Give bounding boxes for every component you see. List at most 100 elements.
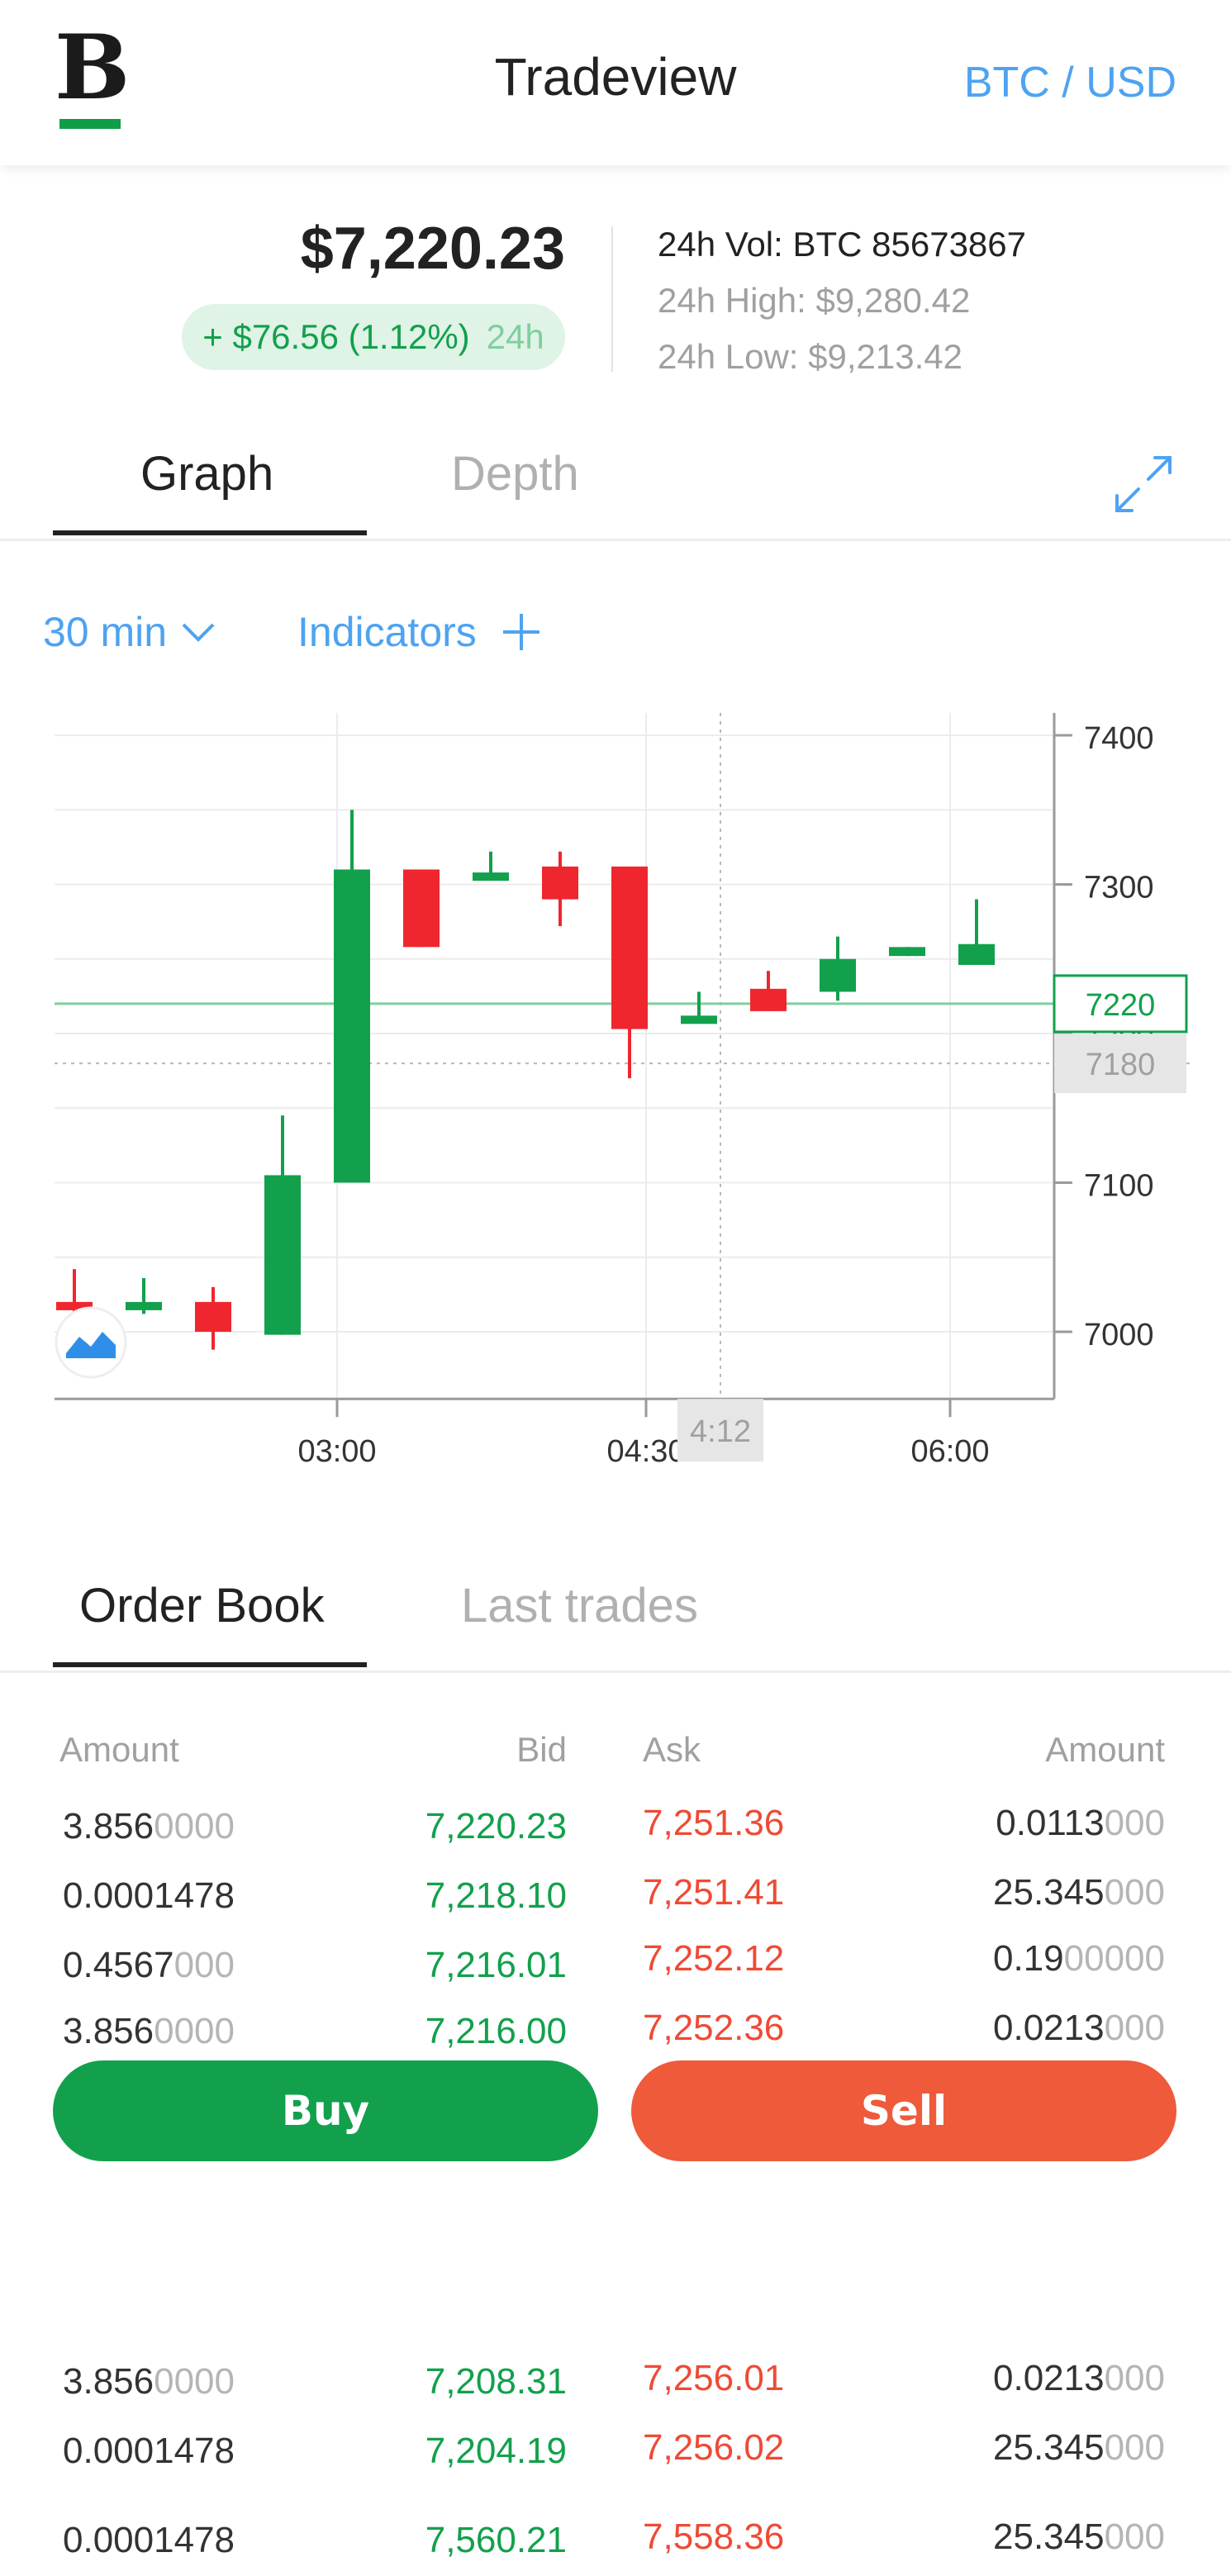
bid-amount-padding: 0000 <box>154 2361 235 2402</box>
candle-body <box>889 947 925 957</box>
order-row-ask-price[interactable]: 7,558.36 <box>643 2517 784 2558</box>
tab-graph[interactable]: Graph <box>140 447 274 501</box>
current-price-tag <box>1053 974 1188 1034</box>
candle-body <box>750 988 787 1011</box>
order-row-bid-amount[interactable]: 0.4567000 <box>63 1945 235 1986</box>
order-row-bid-price[interactable]: 7,216.00 <box>425 2011 567 2052</box>
ask-amount-padding: 000 <box>1104 2358 1165 2398</box>
candle-body <box>681 1015 717 1024</box>
tab-order-book[interactable]: Order Book <box>79 1579 325 1633</box>
order-row-ask-amount[interactable]: 0.0213000 <box>993 2008 1165 2049</box>
ask-price-value: 7,558.36 <box>643 2517 785 2557</box>
candle-body <box>56 1301 93 1310</box>
order-row-bid-price[interactable]: 7,204.19 <box>425 2431 567 2472</box>
ask-amount-value: 0.0213 <box>993 2358 1105 2398</box>
sell-button-label: Sell <box>860 2087 948 2135</box>
bid-price-value: 7,220.23 <box>425 1806 567 1846</box>
y-tick-label: 7400 <box>1084 721 1154 756</box>
ask-amount-padding: 000 <box>1104 2517 1165 2557</box>
order-row-bid-amount[interactable]: 3.8560000 <box>63 2011 235 2052</box>
candle-body <box>958 943 995 965</box>
ask-price-value: 7,256.01 <box>643 2358 785 2398</box>
sell-button[interactable]: Sell <box>631 2060 1176 2161</box>
crosshair-time-tag <box>677 1399 763 1462</box>
expand-icon[interactable] <box>1112 453 1175 516</box>
column-header-ask-amount: Amount <box>1045 1730 1165 1769</box>
y-tick-label: 7000 <box>1084 1318 1154 1352</box>
column-header-ask: Ask <box>643 1730 701 1769</box>
ask-price-value: 7,256.02 <box>643 2427 785 2468</box>
page-title: Tradeview <box>494 47 737 107</box>
ticker-divider <box>611 226 613 372</box>
order-row-ask-amount[interactable]: 0.1900000 <box>993 1938 1165 1980</box>
bid-amount-value: 0.4567 <box>63 1945 174 1985</box>
x-tick-label: 06:00 <box>910 1434 989 1469</box>
order-row-bid-price[interactable]: 7,216.01 <box>425 1945 567 1986</box>
bid-amount-value: 0.0001478 <box>63 2431 235 2471</box>
order-row-ask-amount[interactable]: 25.345000 <box>993 2517 1165 2558</box>
currency-pair-selector[interactable]: BTC / USD <box>963 59 1176 107</box>
chevron-down-icon <box>182 623 215 642</box>
chart-type-icon[interactable] <box>55 1306 127 1379</box>
crosshair-time-label: 4:12 <box>690 1414 751 1449</box>
tab-last-trades[interactable]: Last trades <box>461 1579 698 1633</box>
ask-amount-padding: 000 <box>1104 2008 1165 2048</box>
order-row-bid-price[interactable]: 7,560.21 <box>425 2520 567 2561</box>
bid-amount-value: 0.0001478 <box>63 1875 235 1916</box>
plus-icon <box>502 614 539 650</box>
order-row-ask-amount[interactable]: 25.345000 <box>993 2427 1165 2469</box>
volume-24h: 24h Vol: BTC 85673867 <box>658 225 1027 264</box>
order-row-ask-amount[interactable]: 0.0213000 <box>993 2358 1165 2399</box>
x-tick-label: 03:00 <box>297 1434 376 1469</box>
current-price-label: 7220 <box>1086 988 1156 1023</box>
bid-price-value: 7,560.21 <box>425 2520 567 2560</box>
ask-price-value: 7,252.36 <box>643 2008 785 2048</box>
order-row-bid-price[interactable]: 7,220.23 <box>425 1806 567 1847</box>
indicators-button[interactable]: Indicators <box>297 608 541 656</box>
brand-logo[interactable]: B <box>55 16 131 120</box>
ask-amount-value: 0.19 <box>993 1938 1064 1979</box>
active-tab-indicator <box>53 530 367 535</box>
tab-depth[interactable]: Depth <box>451 447 579 501</box>
bid-price-value: 7,208.31 <box>425 2361 567 2402</box>
interval-dropdown[interactable]: 30 min <box>43 608 216 656</box>
brand-logo-underline <box>59 119 121 129</box>
app-header: B Tradeview BTC / USD <box>0 0 1231 165</box>
candle-body <box>473 872 509 882</box>
order-row-ask-price[interactable]: 7,252.12 <box>643 1938 784 1980</box>
order-row-ask-amount[interactable]: 25.345000 <box>993 1872 1165 1913</box>
order-row-bid-amount[interactable]: 3.8560000 <box>63 1806 235 1847</box>
candle-body <box>820 958 856 992</box>
ask-amount-padding: 000 <box>1104 1872 1165 1913</box>
ask-amount-value: 25.345 <box>993 2427 1105 2468</box>
column-header-bid-amount: Amount <box>59 1730 179 1769</box>
order-row-ask-price[interactable]: 7,252.36 <box>643 2008 784 2049</box>
ask-price-value: 7,251.36 <box>643 1803 785 1843</box>
order-row-bid-amount[interactable]: 3.8560000 <box>63 2361 235 2403</box>
ask-price-value: 7,252.12 <box>643 1938 785 1979</box>
indicators-label: Indicators <box>297 609 477 655</box>
candle-body <box>403 869 440 948</box>
order-row-ask-amount[interactable]: 0.0113000 <box>996 1803 1165 1844</box>
order-row-bid-price[interactable]: 7,208.31 <box>425 2361 567 2403</box>
bid-price-value: 7,204.19 <box>425 2431 567 2471</box>
crosshair-price-label: 7180 <box>1086 1048 1156 1082</box>
order-row-ask-price[interactable]: 7,251.41 <box>643 1872 784 1913</box>
order-row-ask-price[interactable]: 7,256.01 <box>643 2358 784 2399</box>
active-tab-indicator <box>53 1662 367 1667</box>
buy-button-label: Buy <box>281 2087 370 2135</box>
order-row-ask-price[interactable]: 7,251.36 <box>643 1803 784 1844</box>
buy-button[interactable]: Buy <box>53 2060 598 2161</box>
ask-price-value: 7,251.41 <box>643 1872 785 1913</box>
order-row-bid-amount[interactable]: 0.0001478 <box>63 2520 235 2561</box>
y-tick-label: 7300 <box>1084 871 1154 905</box>
price-change-value: + $76.56 (1.12%) <box>202 317 470 356</box>
candle-body <box>264 1175 301 1335</box>
order-row-bid-amount[interactable]: 0.0001478 <box>63 1875 235 1917</box>
order-row-bid-price[interactable]: 7,218.10 <box>425 1875 567 1917</box>
order-row-bid-amount[interactable]: 0.0001478 <box>63 2431 235 2472</box>
order-row-ask-price[interactable]: 7,256.02 <box>643 2427 784 2469</box>
price-chart[interactable]: 7400730072007100700003:0004:3006:0072207… <box>0 711 1231 1495</box>
ask-amount-value: 0.0213 <box>993 2008 1105 2048</box>
price-change-period: 24h <box>486 317 544 356</box>
